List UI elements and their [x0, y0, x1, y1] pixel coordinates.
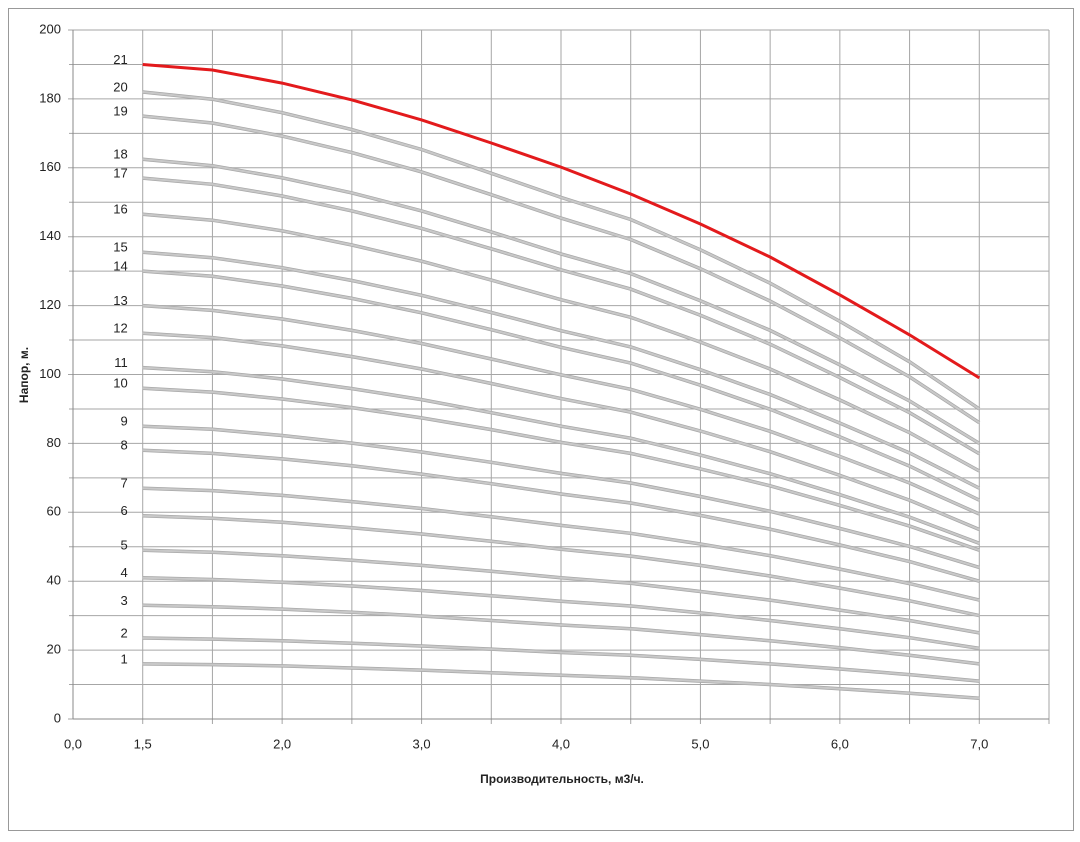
series-label: 10	[113, 376, 127, 391]
series-line	[142, 366, 980, 545]
series-line	[142, 158, 980, 445]
series-label: 19	[113, 104, 127, 119]
y-tick-label: 120	[39, 297, 61, 312]
series-label: 17	[113, 166, 127, 181]
series-line	[142, 304, 980, 515]
chart-frame	[8, 8, 1074, 831]
series-line	[142, 549, 980, 634]
series-line	[142, 213, 980, 472]
series-line	[142, 487, 980, 602]
x-tick-label: 4,0	[552, 736, 570, 751]
series-label: 20	[113, 79, 127, 94]
series-line	[142, 251, 980, 490]
series-label: 14	[113, 259, 127, 274]
series-label: 11	[114, 355, 128, 370]
series-line	[142, 576, 980, 650]
y-tick-label: 80	[47, 435, 61, 450]
y-tick-label: 0	[54, 710, 61, 725]
series-line	[142, 332, 980, 531]
x-tick-label: 6,0	[831, 736, 849, 751]
series-label: 12	[113, 321, 127, 336]
series-label: 21	[113, 52, 127, 67]
y-tick-label: 180	[39, 90, 61, 105]
series-line	[142, 637, 980, 683]
series-label: 9	[120, 414, 127, 429]
series-label: 13	[113, 293, 127, 308]
series-line	[142, 177, 980, 455]
series-line	[142, 387, 980, 552]
y-tick-label: 140	[39, 228, 61, 243]
series-label: 2	[120, 625, 127, 640]
series-line	[142, 449, 980, 583]
series-label: 16	[113, 202, 127, 217]
y-tick-label: 200	[39, 21, 61, 36]
series-line	[142, 91, 980, 410]
y-tick-label: 40	[47, 573, 61, 588]
series-line	[142, 270, 980, 502]
x-tick-label: 1,5	[134, 736, 152, 751]
series-line	[142, 604, 980, 665]
y-tick-label: 160	[39, 159, 61, 174]
series-line	[142, 514, 980, 617]
series-label: 4	[120, 565, 127, 580]
series-label: 15	[113, 240, 127, 255]
series-label: 7	[120, 476, 127, 491]
series-label: 18	[113, 147, 127, 162]
series-label: 5	[120, 538, 127, 553]
x-tick-label: 3,0	[413, 736, 431, 751]
x-tick-label: 2,0	[273, 736, 291, 751]
y-axis-title: Напор, м.	[17, 347, 31, 403]
y-tick-label: 20	[47, 642, 61, 657]
series-line	[142, 425, 980, 569]
x-tick-label: 5,0	[691, 736, 709, 751]
x-axis-title: Производительность, м3/ч.	[480, 772, 644, 786]
series-label: 6	[120, 503, 127, 518]
x-tick-label: 7,0	[970, 736, 988, 751]
series-label: 8	[120, 438, 127, 453]
series-line	[142, 115, 980, 424]
y-tick-label: 100	[39, 366, 61, 381]
y-tick-label: 60	[47, 504, 61, 519]
x-tick-label: 0,0	[64, 736, 82, 751]
series-line	[142, 662, 980, 700]
series-line	[142, 63, 981, 380]
series-label: 3	[120, 593, 127, 608]
series-label: 1	[120, 651, 127, 666]
